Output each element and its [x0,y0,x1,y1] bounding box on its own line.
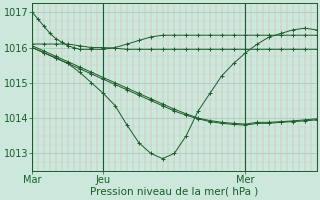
X-axis label: Pression niveau de la mer( hPa ): Pression niveau de la mer( hPa ) [90,187,259,197]
